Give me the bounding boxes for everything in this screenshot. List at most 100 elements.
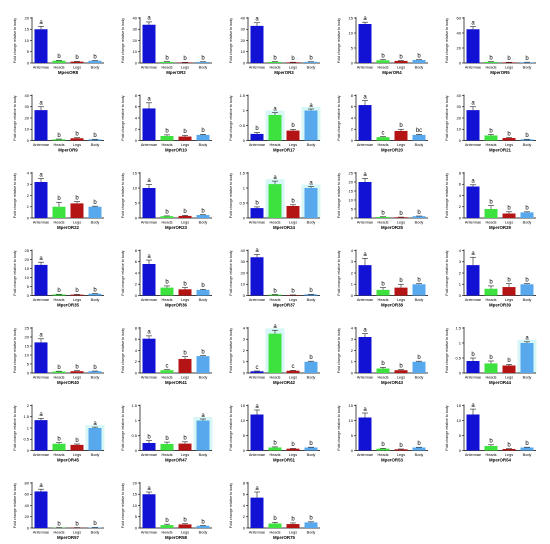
significance-letter: b bbox=[165, 280, 169, 286]
bar-antennae bbox=[142, 108, 156, 141]
bar-antennae bbox=[142, 188, 156, 218]
x-tick-label: Body bbox=[199, 143, 208, 147]
x-tick-label: Antennae bbox=[141, 221, 157, 225]
x-tick-label: Heads bbox=[378, 298, 389, 302]
bar-heads bbox=[484, 363, 498, 373]
y-tick-label: 10 bbox=[457, 418, 462, 423]
x-tick-label: Antennae bbox=[141, 376, 157, 380]
significance-letter: b bbox=[183, 350, 187, 356]
y-tick-label: 1.5 bbox=[131, 403, 137, 408]
y-tick-label: 0 bbox=[135, 293, 138, 298]
panel-title: MperOR41 bbox=[165, 380, 188, 385]
x-tick-label: Body bbox=[91, 531, 100, 535]
bar-body bbox=[520, 343, 534, 373]
y-tick-label: 4 bbox=[459, 248, 462, 253]
bar-body bbox=[304, 61, 318, 63]
y-tick-label: 0 bbox=[459, 215, 462, 220]
y-tick-label: 20 bbox=[133, 38, 138, 43]
x-tick-label: Heads bbox=[270, 143, 281, 147]
x-tick-label: Heads bbox=[378, 66, 389, 70]
x-tick-label: Body bbox=[415, 376, 424, 380]
y-tick-label: 6 bbox=[135, 259, 138, 264]
significance-letter: b bbox=[417, 277, 421, 283]
x-tick-label: Antennae bbox=[249, 298, 265, 302]
y-tick-label: 10 bbox=[457, 127, 462, 132]
y-tick-label: 5 bbox=[27, 361, 30, 366]
bar-legs bbox=[502, 287, 516, 296]
y-axis-label: Fold change relative to body bbox=[121, 405, 125, 450]
significance-letter: c bbox=[256, 365, 259, 371]
chart-panel-mperor41: Fold change relative to body 0 2 4 6 8 a Antenn… bbox=[121, 325, 212, 385]
significance-letter: a bbox=[309, 103, 313, 109]
bar-body bbox=[304, 522, 318, 528]
significance-letter: b bbox=[309, 288, 313, 294]
bar-heads bbox=[376, 448, 390, 451]
bar-body bbox=[520, 212, 534, 218]
bar-legs bbox=[178, 358, 192, 373]
bar-legs bbox=[70, 444, 84, 451]
y-tick-label: 10 bbox=[25, 352, 30, 357]
bar-legs bbox=[394, 370, 408, 373]
x-tick-label: Body bbox=[199, 221, 208, 225]
bar-legs bbox=[178, 136, 192, 141]
y-tick-label: 10 bbox=[25, 275, 30, 280]
significance-letter: b bbox=[507, 443, 511, 449]
y-tick-label: 0.5 bbox=[455, 355, 461, 360]
x-tick-label: Legs bbox=[181, 453, 189, 457]
y-tick-label: 6 bbox=[459, 182, 462, 187]
x-tick-label: Heads bbox=[54, 221, 65, 225]
significance-letter: b bbox=[165, 55, 169, 61]
significance-letter: b bbox=[57, 133, 61, 139]
significance-letter: a bbox=[147, 486, 151, 492]
x-tick-label: Legs bbox=[181, 221, 189, 225]
x-tick-label: Body bbox=[415, 143, 424, 147]
significance-letter: b bbox=[165, 518, 169, 524]
y-tick-label: 0.5 bbox=[23, 437, 29, 442]
significance-letter: b bbox=[381, 281, 385, 287]
bar-heads bbox=[484, 61, 498, 63]
x-tick-label: Heads bbox=[378, 453, 389, 457]
y-tick-label: 0 bbox=[351, 293, 354, 298]
significance-letter: a bbox=[363, 252, 367, 258]
y-tick-label: 20 bbox=[241, 38, 246, 43]
x-tick-label: Legs bbox=[397, 66, 405, 70]
significance-letter: a bbox=[39, 172, 43, 178]
x-tick-label: Legs bbox=[181, 66, 189, 70]
y-tick-label: 20 bbox=[25, 257, 30, 262]
significance-letter: b bbox=[507, 206, 511, 212]
y-tick-label: 20 bbox=[457, 115, 462, 120]
bar-legs bbox=[394, 449, 408, 451]
chart-panel-mperor10: Fold change relative to body 0 2 4 6 8 a Antenn… bbox=[121, 93, 212, 153]
x-tick-label: Legs bbox=[73, 143, 81, 147]
chart-panel-mperor23: Fold change relative to body 0 5 10 15 a Anten… bbox=[121, 170, 212, 230]
x-tick-label: Antennae bbox=[249, 221, 265, 225]
x-tick-label: Legs bbox=[397, 298, 405, 302]
significance-letter: a bbox=[273, 106, 277, 112]
significance-letter: b bbox=[381, 211, 385, 217]
significance-letter: b bbox=[471, 352, 475, 358]
significance-letter: a bbox=[147, 178, 151, 184]
y-tick-label: 4 bbox=[351, 325, 354, 330]
significance-letter: a bbox=[273, 324, 277, 330]
bar-antennae bbox=[142, 443, 156, 451]
y-axis-label: Fold change relative to body bbox=[337, 328, 341, 373]
y-tick-label: 0 bbox=[27, 60, 30, 65]
significance-letter: b bbox=[489, 280, 493, 286]
y-tick-label: 5 bbox=[135, 200, 138, 205]
bar-heads bbox=[52, 60, 66, 63]
y-tick-label: 40 bbox=[133, 15, 138, 20]
x-tick-label: Body bbox=[307, 221, 316, 225]
x-tick-label: Legs bbox=[505, 221, 513, 225]
bar-heads bbox=[268, 294, 282, 296]
x-tick-label: Legs bbox=[505, 298, 513, 302]
y-tick-label: 20 bbox=[133, 480, 138, 485]
bar-body bbox=[88, 371, 102, 373]
y-axis-label: Fold change relative to body bbox=[445, 173, 449, 218]
chart-panel-mperor36: Fold change relative to body 0 2 4 6 8 a Antenn… bbox=[121, 248, 212, 308]
x-tick-label: Body bbox=[199, 531, 208, 535]
y-axis-label: Fold change relative to body bbox=[337, 173, 341, 218]
y-tick-label: 40 bbox=[25, 503, 30, 508]
x-tick-label: Body bbox=[91, 66, 100, 70]
bar-antennae bbox=[358, 417, 372, 451]
chart-panel-mperor45: Fold change relative to body 0 0.5 1 1.5 2 a An… bbox=[13, 403, 105, 463]
